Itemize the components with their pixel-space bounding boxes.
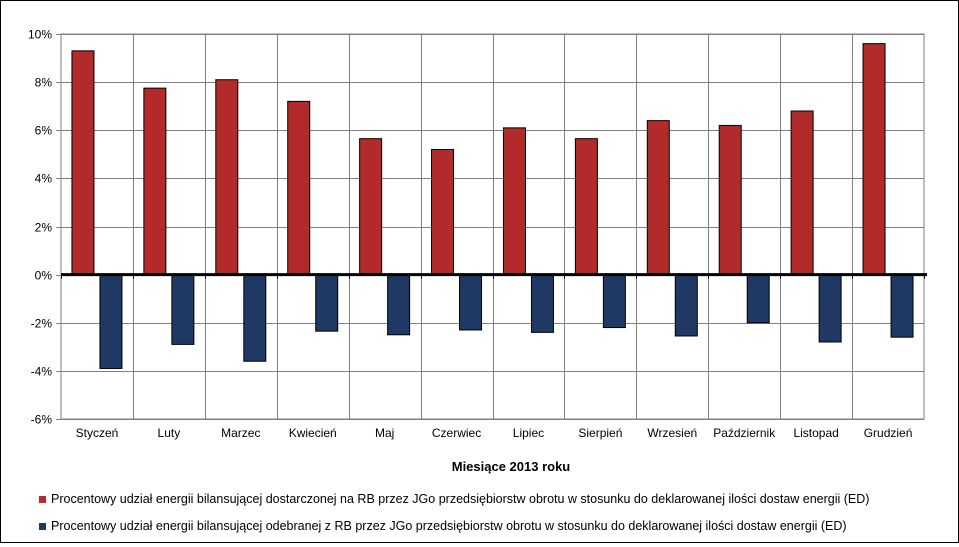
grid-layer — [60, 33, 925, 420]
x-tick-label: Grudzień — [864, 426, 913, 440]
bar-odebrana-11 — [818, 274, 842, 343]
x-tick-label: Czerwiec — [432, 426, 481, 440]
x-tick-label: Kwiecień — [289, 426, 337, 440]
bar-odebrana-1 — [99, 274, 123, 369]
bar-odebrana-10 — [746, 274, 770, 324]
bar-dostarczona-6 — [431, 149, 455, 276]
x-tick-label: Luty — [158, 426, 181, 440]
bar-dostarczona-4 — [287, 100, 311, 276]
bar-dostarczona-12 — [862, 43, 886, 276]
x-tick-label: Maj — [375, 426, 394, 440]
x-tick-label: Lipiec — [513, 426, 544, 440]
bar-odebrana-12 — [890, 274, 914, 338]
y-tick-label: 0% — [35, 269, 53, 283]
y-tick-label: -4% — [31, 365, 53, 379]
bar-dostarczona-2 — [143, 87, 167, 276]
x-tick-label: Listopad — [793, 426, 838, 440]
bar-odebrana-3 — [243, 274, 267, 362]
y-tick-label: 10% — [28, 28, 52, 42]
bar-dostarczona-11 — [790, 110, 814, 276]
x-tick-label: Styczeń — [76, 426, 119, 440]
labels-layer: -6% -4% -2% 0% 2% 4% 6% 8% 10% Styczeń Luty Marzec K… — [28, 28, 912, 441]
axes-layer — [56, 34, 927, 420]
y-tick-label: -6% — [31, 413, 53, 427]
x-tick-label: Sierpień — [578, 426, 622, 440]
bar-dostarczona-9 — [646, 120, 670, 276]
bar-dostarczona-10 — [718, 124, 742, 276]
bar-dostarczona-3 — [215, 79, 239, 276]
legend-label-dostarczonej: Procentowy udział energii bilansującej d… — [51, 492, 870, 506]
y-tick-label: 8% — [35, 76, 53, 90]
bar-dostarczona-8 — [574, 138, 598, 276]
y-tick-label: 4% — [35, 172, 53, 186]
bar-odebrana-6 — [459, 274, 483, 331]
legend-item-odebranej: Procentowy udział energii bilansującej o… — [39, 519, 847, 533]
bar-dostarczona-1 — [71, 50, 95, 276]
bar-dostarczona-7 — [502, 127, 526, 276]
bar-odebrana-8 — [602, 274, 626, 329]
legend-label-odebranej: Procentowy udział energii bilansującej o… — [51, 519, 847, 533]
x-axis-title: Miesiące 2013 roku — [452, 459, 571, 474]
x-tick-label: Październik — [713, 426, 776, 440]
legend-item-dostarczonej: Procentowy udział energii bilansującej d… — [39, 492, 869, 506]
bars-layer — [71, 43, 914, 369]
bar-odebrana-4 — [315, 274, 339, 332]
bar-odebrana-5 — [387, 274, 411, 336]
bar-odebrana-9 — [674, 274, 698, 337]
x-tick-label: Wrzesień — [647, 426, 697, 440]
y-tick-label: 2% — [35, 221, 53, 235]
y-tick-label: -2% — [31, 317, 53, 331]
bar-dostarczona-5 — [359, 138, 383, 276]
bar-odebrana-2 — [171, 274, 195, 345]
legend-swatch-blue — [39, 522, 46, 530]
legend-swatch-red — [39, 495, 46, 503]
x-tick-label: Marzec — [221, 426, 260, 440]
y-tick-label: 6% — [35, 124, 53, 138]
bar-odebrana-7 — [530, 274, 554, 333]
